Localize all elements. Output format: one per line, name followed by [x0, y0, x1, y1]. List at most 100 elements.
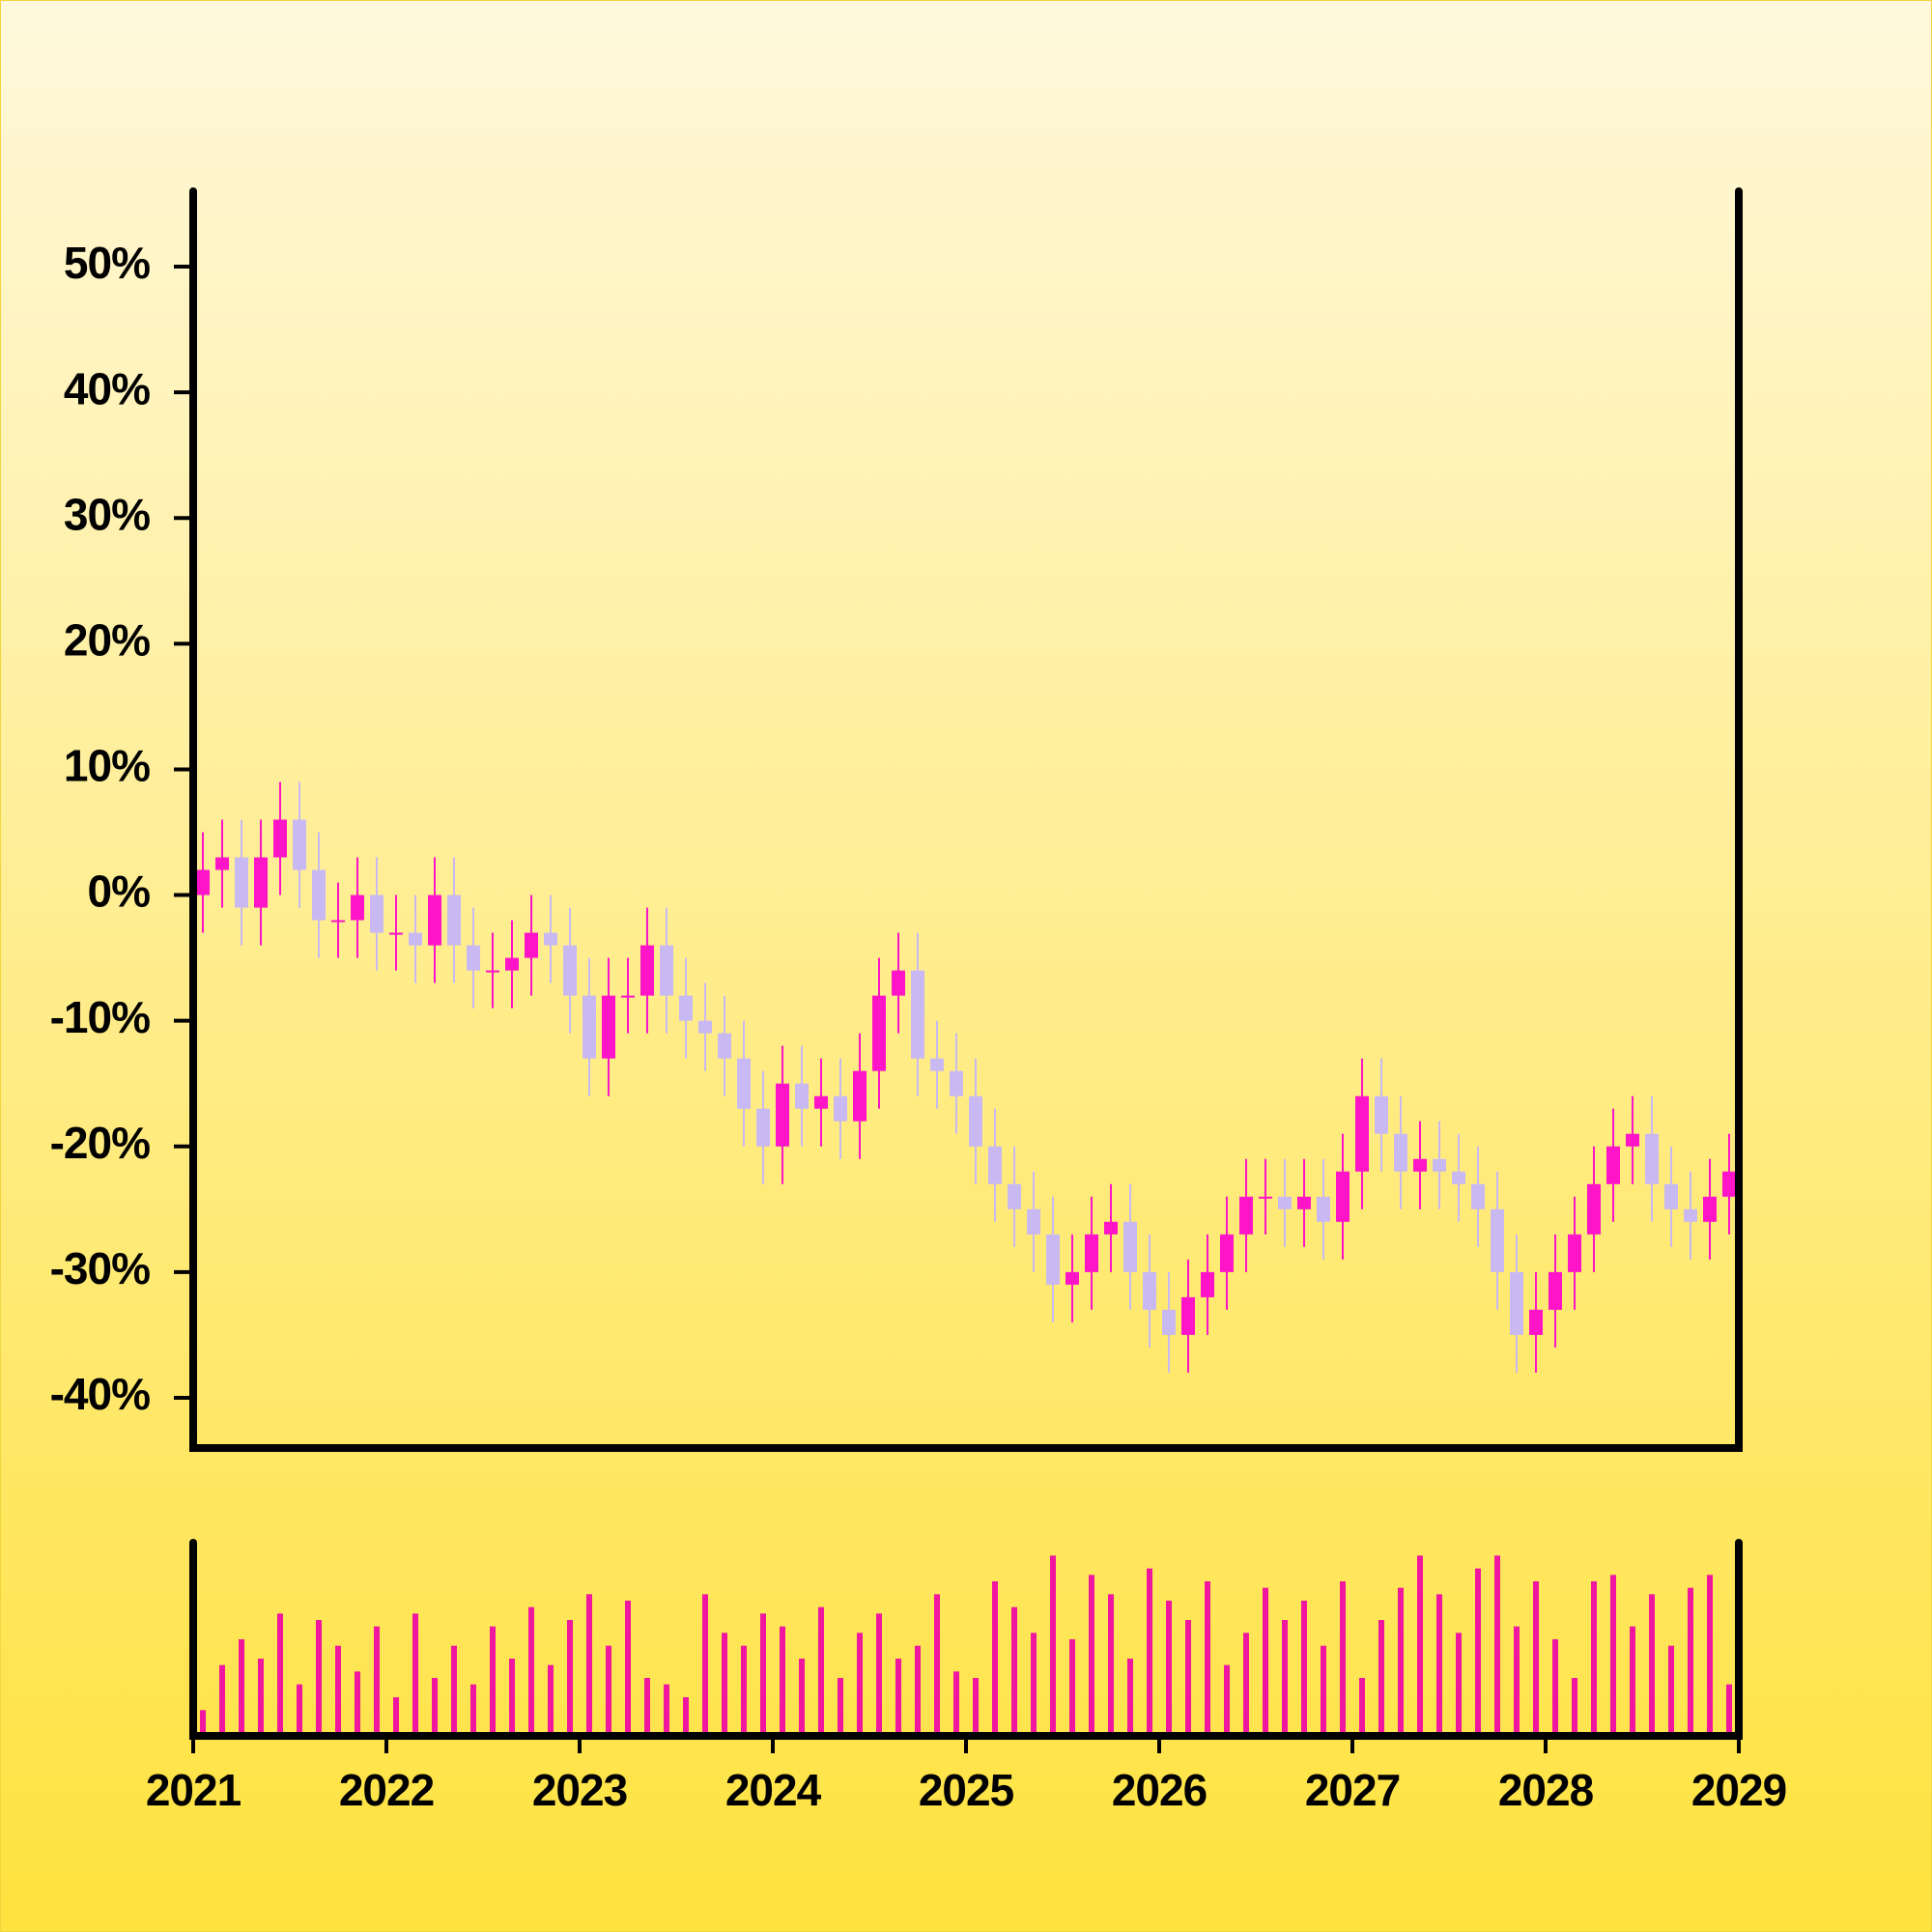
- volume-bar: [1069, 1639, 1075, 1736]
- candle-body: [1548, 1271, 1562, 1310]
- y-tick-label: 20%: [64, 615, 150, 666]
- x-tick-label: 2026: [1112, 1765, 1207, 1815]
- candle-body: [1278, 1196, 1292, 1209]
- candle-body: [930, 1058, 944, 1071]
- candle-body: [312, 869, 326, 921]
- y-tick-label: -10%: [50, 992, 150, 1042]
- candle-body: [1027, 1208, 1040, 1235]
- candle-body: [911, 970, 924, 1059]
- axis-frame: [189, 1539, 1743, 1740]
- candle-body: [215, 857, 229, 870]
- x-tick-label: 2027: [1305, 1765, 1400, 1815]
- candle-body: [988, 1146, 1002, 1184]
- candle-body: [505, 957, 519, 971]
- volume-bar: [335, 1645, 341, 1736]
- candle-body: [969, 1095, 982, 1147]
- candle-body: [660, 945, 673, 996]
- candle-body: [1491, 1208, 1504, 1272]
- candle-body: [544, 932, 557, 946]
- volume-bar: [992, 1581, 998, 1736]
- volume-bar: [741, 1645, 747, 1736]
- candle-body: [1471, 1183, 1485, 1209]
- volume-bar: [1166, 1601, 1172, 1736]
- volume-bar: [258, 1659, 264, 1736]
- volume-bar: [702, 1594, 708, 1736]
- x-tick-label: 2029: [1691, 1765, 1786, 1815]
- volume-bar: [355, 1671, 360, 1736]
- x-tick-label: 2022: [339, 1765, 434, 1815]
- candle-body: [1104, 1221, 1118, 1235]
- candle-body: [273, 819, 287, 858]
- y-tick-label: 50%: [64, 238, 150, 288]
- y-tick-label: 0%: [88, 867, 151, 917]
- candle-body: [351, 895, 364, 921]
- candle-body: [814, 1095, 828, 1109]
- volume-bar: [374, 1626, 380, 1736]
- volume-bar: [548, 1664, 554, 1736]
- volume-bar: [1417, 1555, 1423, 1736]
- volume-bar: [1147, 1568, 1152, 1736]
- volume-bar: [297, 1684, 302, 1736]
- candle-body: [370, 895, 384, 933]
- candle-body: [1123, 1221, 1137, 1272]
- candle-body: [1239, 1196, 1253, 1235]
- candle-body: [1201, 1271, 1214, 1297]
- candle-body: [1162, 1309, 1176, 1335]
- volume-bar: [1514, 1626, 1520, 1736]
- volume-bar: [470, 1684, 476, 1736]
- candle-body: [776, 1083, 789, 1147]
- volume-bar: [277, 1613, 283, 1736]
- candle-body: [1433, 1158, 1446, 1172]
- volume-bar: [1089, 1575, 1094, 1736]
- candle-body: [1317, 1196, 1330, 1222]
- volume-bar: [1591, 1581, 1597, 1736]
- candle-body: [872, 995, 886, 1071]
- y-tick-label: 30%: [64, 489, 150, 539]
- candle-body: [892, 970, 905, 996]
- volume-bar: [973, 1678, 979, 1736]
- volume-bar: [490, 1626, 496, 1736]
- candle-body: [293, 819, 306, 870]
- candle-body: [1452, 1171, 1465, 1184]
- volume-bar: [219, 1664, 225, 1736]
- candle-body: [1664, 1183, 1678, 1209]
- volume-bar: [1243, 1633, 1249, 1736]
- volume-bar: [664, 1684, 669, 1736]
- candle-body: [1355, 1095, 1369, 1172]
- volume-bar: [567, 1620, 573, 1736]
- candle-body: [1626, 1133, 1639, 1147]
- candle-body: [718, 1033, 731, 1059]
- candle-body: [1684, 1208, 1697, 1222]
- volume-bar: [683, 1697, 689, 1736]
- candle-body: [1510, 1271, 1523, 1335]
- y-tick-label: -30%: [50, 1243, 150, 1293]
- volume-bar: [1398, 1587, 1404, 1736]
- volume-bar: [1630, 1626, 1635, 1736]
- candle-body: [737, 1058, 751, 1109]
- volume-bar: [1263, 1587, 1268, 1736]
- volume-bar: [838, 1678, 843, 1736]
- volume-bar: [625, 1601, 631, 1736]
- volume-bar: [1726, 1684, 1732, 1736]
- candle-body: [1413, 1158, 1427, 1172]
- volume-bar: [1688, 1587, 1693, 1736]
- volume-bar: [412, 1613, 418, 1736]
- volume-bar: [1185, 1620, 1191, 1736]
- volume-bar: [200, 1710, 206, 1736]
- volume-bar: [876, 1613, 882, 1736]
- volume-bar: [586, 1594, 592, 1736]
- candle-body: [834, 1095, 847, 1122]
- volume-bar: [316, 1620, 322, 1736]
- candle-body: [389, 932, 403, 935]
- y-tick-label: 10%: [64, 741, 150, 791]
- x-tick-label: 2025: [919, 1765, 1014, 1815]
- volume-bar: [1108, 1594, 1114, 1736]
- volume-bar: [1359, 1678, 1365, 1736]
- candle-body: [447, 895, 461, 946]
- candle-body: [1065, 1271, 1079, 1285]
- candle-body: [563, 945, 577, 996]
- candle-body: [409, 932, 422, 946]
- x-tick-label: 2021: [146, 1765, 242, 1815]
